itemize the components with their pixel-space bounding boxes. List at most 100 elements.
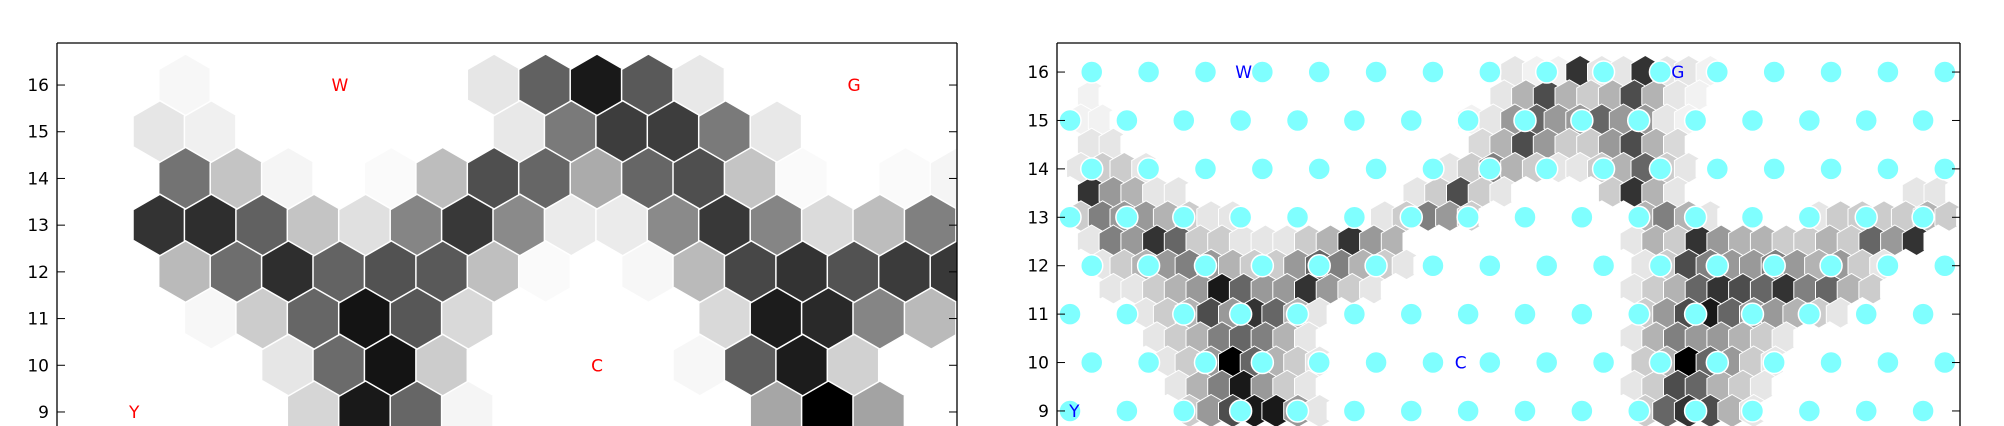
hex-cell (955, 394, 957, 426)
hex-cell (955, 301, 957, 336)
node-marker (1591, 60, 1616, 84)
node-marker (1740, 205, 1765, 230)
node-marker (1854, 205, 1878, 230)
node-marker (1513, 108, 1537, 133)
node-marker (1854, 108, 1878, 133)
node-marker (1364, 350, 1388, 375)
node-marker (1513, 399, 1537, 423)
y-tick-label: 9 (38, 403, 49, 423)
node-marker (1285, 205, 1310, 230)
hex-cell (1967, 128, 1996, 161)
node-marker (1228, 108, 1253, 133)
node-marker (1193, 157, 1218, 181)
y-tick-label: 13 (1027, 208, 1049, 228)
node-marker (1342, 399, 1367, 423)
hex-cell (1978, 201, 2004, 234)
node-marker (1285, 108, 1310, 133)
node-marker (1819, 253, 1843, 278)
y-tick-label: 11 (1027, 305, 1049, 325)
region-label: W (1235, 63, 1252, 83)
node-marker (1250, 60, 1275, 84)
hex-cell (1967, 322, 1996, 355)
node-marker (1648, 157, 1673, 181)
node-marker (1911, 302, 1935, 326)
node-marker (1136, 60, 1161, 84)
hex-cell (929, 53, 957, 117)
y-tick-label: 14 (27, 169, 49, 189)
node-marker (1456, 108, 1480, 133)
node-marker (1683, 302, 1708, 326)
node-marker (1136, 157, 1161, 181)
node-marker (1819, 350, 1843, 375)
plot-area (80, 53, 957, 426)
node-marker (1797, 399, 1822, 423)
node-marker (1513, 205, 1537, 230)
node-marker (1399, 399, 1424, 423)
node-marker (1136, 350, 1161, 375)
y-tick-label: 16 (27, 76, 49, 96)
left-heatmap-panel: W G C Y 9 10 11 12 13 14 15 16 (27, 42, 958, 426)
node-marker (1250, 350, 1275, 375)
y-tick-label: 14 (1027, 160, 1049, 180)
hex-cell (1934, 393, 1960, 426)
node-marker (1115, 302, 1139, 326)
node-marker (1626, 302, 1651, 326)
node-marker (1570, 108, 1594, 133)
hex-cell (1956, 254, 1960, 277)
region-label: W (331, 76, 348, 96)
y-tick-label: 15 (27, 123, 49, 143)
node-marker (1342, 205, 1367, 230)
node-marker (1456, 302, 1480, 326)
y-tick-label: 15 (1027, 111, 1049, 131)
node-marker (1079, 253, 1104, 278)
node-marker (1797, 205, 1822, 230)
node-marker (1285, 302, 1310, 326)
node-marker (1911, 205, 1935, 230)
hex-cell (1978, 346, 2004, 379)
node-marker (1172, 205, 1196, 230)
node-marker (1193, 350, 1218, 375)
node-marker (1740, 108, 1765, 133)
region-label: G (1671, 63, 1684, 83)
node-marker (1705, 253, 1730, 278)
node-marker (1683, 399, 1708, 423)
y-tick-label: 10 (1027, 354, 1049, 374)
node-marker (1513, 302, 1537, 326)
node-marker (1456, 205, 1480, 230)
hex-cell (1967, 80, 1996, 113)
node-marker (1591, 253, 1616, 278)
node-marker (1705, 350, 1730, 375)
node-marker (1250, 253, 1275, 278)
node-marker (1079, 157, 1104, 181)
node-marker (1421, 60, 1445, 84)
y-tick-label: 10 (27, 356, 49, 376)
hex-cell (1956, 158, 1960, 180)
node-marker (1626, 399, 1651, 423)
node-marker (1115, 399, 1139, 423)
node-marker (1285, 399, 1310, 423)
node-marker (1876, 253, 1900, 278)
node-marker (1364, 253, 1388, 278)
node-marker (1570, 302, 1594, 326)
node-marker (1172, 302, 1196, 326)
node-marker (1876, 157, 1900, 181)
hex-cell (903, 380, 957, 426)
hex-cell (1956, 61, 1960, 83)
hex-cell (1978, 298, 2004, 331)
node-marker (1456, 399, 1480, 423)
hex-cell (1956, 400, 1960, 422)
node-marker (1534, 60, 1559, 84)
hex-cell (1978, 56, 2004, 89)
node-marker (1307, 157, 1331, 181)
hex-cell (1967, 177, 1996, 210)
node-marker (1762, 253, 1786, 278)
node-marker (1478, 60, 1502, 84)
hex-cell (929, 240, 957, 304)
node-marker (1478, 253, 1502, 278)
hex-cell (1967, 225, 1996, 258)
node-marker (1570, 205, 1594, 230)
node-marker (1307, 253, 1331, 278)
node-marker (1705, 60, 1730, 84)
node-marker (1478, 350, 1502, 375)
hex-cell (1956, 303, 1960, 325)
